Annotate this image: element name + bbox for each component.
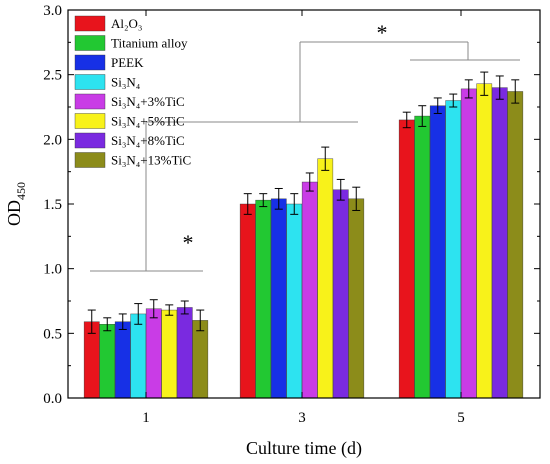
legend-swatch	[74, 54, 106, 71]
legend-swatch	[74, 35, 106, 51]
legend-swatch	[74, 93, 106, 110]
bar	[445, 100, 462, 399]
bar	[270, 198, 287, 399]
y-axis-title: OD450	[4, 182, 28, 226]
legend-label: PEEK	[111, 55, 144, 70]
bar	[145, 308, 162, 399]
significance-star: *	[377, 20, 388, 45]
x-tick-label: 1	[142, 410, 150, 426]
legend-swatch	[74, 15, 106, 32]
legend-swatch	[74, 152, 106, 168]
axes-layer: 0.0 0.5 1.0 1.5 2.0 2.5 3.0 1 3 5	[43, 3, 541, 426]
y-tick-label: 1.0	[43, 262, 62, 278]
y-tick-label: 0.0	[43, 391, 62, 407]
x-tick-label: 3	[298, 410, 306, 426]
bar	[429, 105, 446, 399]
legend-label: Si₃N₄+13%TiC	[111, 153, 191, 168]
bar	[114, 321, 131, 399]
legend-label: Titanium alloy	[111, 36, 188, 51]
bars-layer	[83, 71, 524, 399]
legend: Al₂O₃ Titanium alloy PEEK Si₃N₄ Si₃N₄+3%TiC S…	[74, 15, 191, 168]
legend-swatch	[74, 113, 106, 129]
bar	[239, 203, 256, 399]
bar	[476, 83, 493, 399]
legend-label: Si₃N₄+5%TiC	[111, 114, 185, 129]
bar	[491, 87, 508, 399]
y-tick-label: 2.5	[43, 68, 62, 84]
legend-label: Al₂O₃	[111, 16, 142, 31]
y-axis-title-subscript: 450	[14, 182, 28, 200]
bar	[161, 309, 178, 399]
y-tick-label: 2.0	[43, 132, 62, 148]
bar	[507, 91, 524, 399]
x-axis-title: Culture time (d)	[246, 438, 362, 459]
bar	[332, 189, 349, 399]
bar	[176, 307, 193, 399]
bar	[99, 324, 116, 399]
legend-label: Si₃N₄+8%TiC	[111, 133, 185, 148]
bar	[286, 203, 303, 399]
bar	[398, 119, 415, 399]
y-tick-label: 0.5	[43, 326, 62, 342]
y-axis-title-main: OD	[4, 200, 24, 226]
legend-swatch	[74, 74, 106, 90]
significance-layer: **	[90, 20, 520, 272]
bar	[255, 199, 272, 399]
bar	[317, 158, 334, 399]
legend-label: Si₃N₄+3%TiC	[111, 94, 185, 109]
y-tick-label: 3.0	[43, 3, 62, 19]
x-tick-label: 5	[457, 410, 465, 426]
legend-label: Si₃N₄	[111, 75, 141, 90]
legend-swatch	[74, 132, 106, 149]
bar	[414, 115, 431, 399]
bar	[301, 181, 318, 399]
bar	[130, 313, 147, 399]
bar	[192, 320, 209, 399]
significance-star: *	[183, 230, 194, 255]
bar	[348, 198, 365, 399]
y-tick-label: 1.5	[43, 197, 62, 213]
bar	[460, 88, 477, 399]
